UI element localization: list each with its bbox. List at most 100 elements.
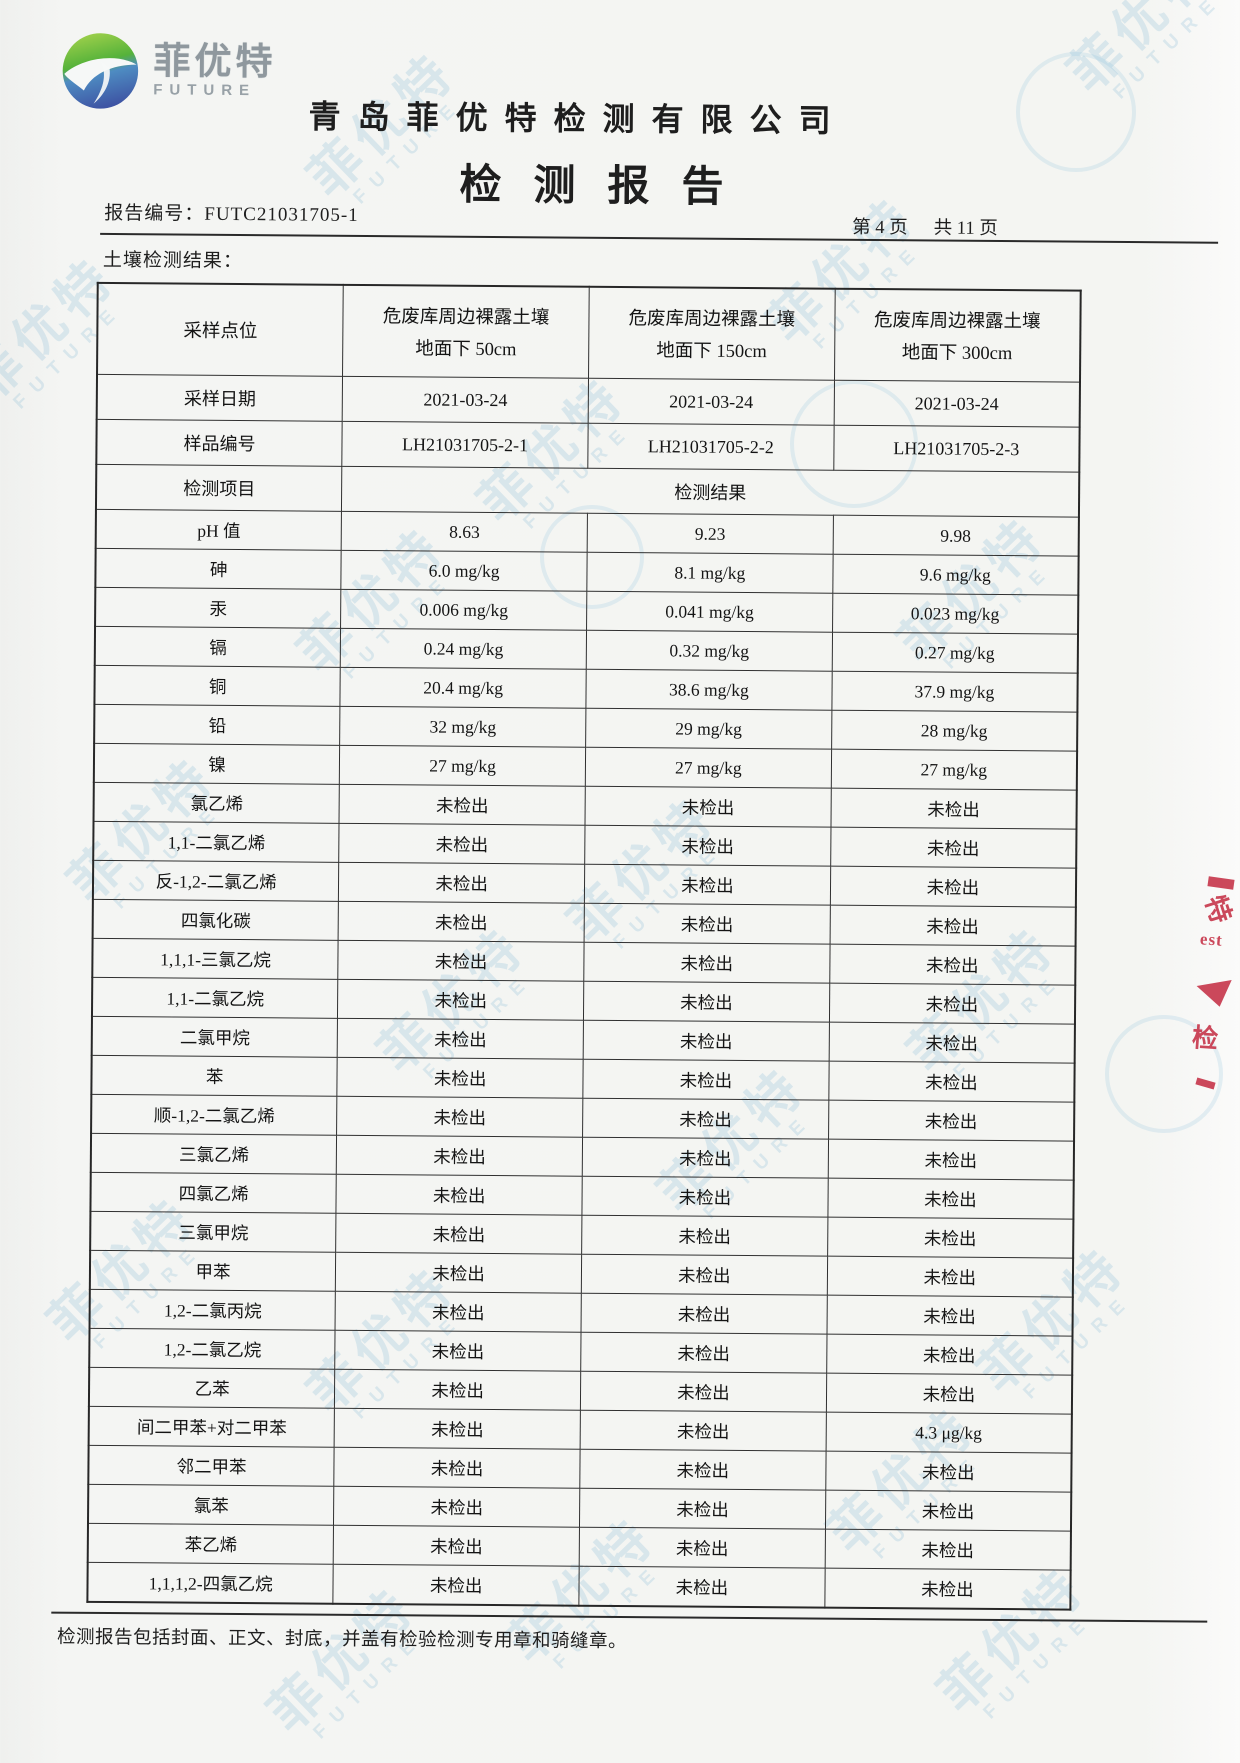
header-site-label: 采样点位 — [97, 282, 344, 377]
seam-stamp-fragment: 特 — [1199, 891, 1237, 927]
result-value-cell: 未检出 — [584, 903, 831, 945]
date-cell: 2021-03-24 — [342, 376, 589, 424]
seam-stamp-fragment — [1195, 1077, 1216, 1090]
result-value-cell: 未检出 — [582, 1059, 829, 1101]
date-cell: 2021-03-24 — [833, 380, 1080, 428]
item-name-cell: 顺-1,2-二氯乙烯 — [91, 1094, 338, 1136]
result-value-cell: 未检出 — [337, 1057, 584, 1099]
result-value-cell: 未检出 — [583, 942, 830, 984]
page-current: 第 4 页 — [852, 217, 908, 239]
site-cell: 危废库周边裸露土壤 地面下 150cm — [588, 286, 835, 381]
result-value-cell: 未检出 — [830, 866, 1077, 908]
item-name-cell: pH 值 — [95, 509, 342, 551]
result-value-cell: 0.32 mg/kg — [586, 630, 833, 672]
result-value-cell: 0.023 mg/kg — [832, 593, 1079, 635]
table-row-site: 采样点位 危废库周边裸露土壤 地面下 50cm 危废库周边裸露土壤 地面下 150c… — [97, 282, 1081, 383]
result-value-cell: 未检出 — [581, 1254, 828, 1296]
item-name-cell: 1,1-二氯乙烷 — [91, 977, 339, 1019]
result-value-cell: 未检出 — [337, 979, 584, 1021]
result-value-cell: 未检出 — [580, 1332, 827, 1374]
header-sample-id-label: 样品编号 — [96, 419, 343, 467]
result-value-cell: 29 mg/kg — [585, 708, 832, 750]
footer-note: 检测报告包括封面、正文、封底，并盖有检验检测专用章和骑缝章。 — [57, 1627, 628, 1653]
sample-id-cell: LH21031705-2-2 — [587, 423, 834, 471]
result-value-cell: 9.23 — [587, 513, 834, 555]
header-result-label: 检测结果 — [341, 466, 1080, 518]
item-name-cell: 镉 — [94, 626, 341, 668]
result-value-cell: 未检出 — [334, 1330, 582, 1372]
item-name-cell: 1,2-二氯乙烷 — [89, 1328, 336, 1370]
report-number-value: FUTC21031705-1 — [204, 203, 359, 226]
date-cell: 2021-03-24 — [588, 378, 835, 426]
item-name-cell: 三氯甲烷 — [90, 1211, 337, 1253]
result-value-cell: 8.63 — [341, 511, 588, 553]
result-value-cell: 未检出 — [580, 1410, 827, 1452]
item-name-cell: 氯苯 — [87, 1484, 335, 1526]
item-name-cell: 铅 — [94, 704, 341, 746]
result-value-cell: 未检出 — [582, 1137, 829, 1179]
result-value-cell: 37.9 mg/kg — [831, 671, 1078, 713]
report-number-label: 报告编号： — [104, 202, 205, 225]
result-value-cell: 27 mg/kg — [831, 749, 1078, 791]
result-value-cell: 未检出 — [334, 1369, 581, 1411]
result-value-cell: 未检出 — [827, 1178, 1074, 1220]
result-value-cell: 9.6 mg/kg — [832, 554, 1079, 596]
item-name-cell: 四氯乙烯 — [90, 1172, 337, 1214]
table-row-result-header: 检测项目 检测结果 — [95, 464, 1080, 518]
result-value-cell: 未检出 — [825, 1451, 1072, 1493]
result-value-cell: 未检出 — [829, 983, 1076, 1025]
result-value-cell: 未检出 — [335, 1291, 582, 1333]
seam-stamp-fragment: est — [1199, 929, 1224, 950]
result-value-cell: 未检出 — [338, 901, 585, 943]
result-value-cell: 未检出 — [338, 940, 585, 982]
result-value-cell: 未检出 — [826, 1334, 1073, 1376]
item-name-cell: 镍 — [93, 743, 340, 785]
logo-text: 菲优特 FUTURE — [153, 30, 277, 99]
item-name-cell: 乙苯 — [88, 1367, 335, 1409]
header-item-label: 检测项目 — [95, 464, 343, 512]
result-value-cell: 未检出 — [826, 1373, 1073, 1415]
result-value-cell: 未检出 — [581, 1293, 828, 1335]
result-value-cell: 未检出 — [338, 862, 585, 904]
result-value-cell: 未检出 — [583, 981, 830, 1023]
item-name-cell: 砷 — [95, 548, 342, 590]
result-value-cell: 未检出 — [584, 825, 831, 867]
table-row-sample-id: 样品编号 LH21031705-2-1 LH21031705-2-2 LH210… — [96, 419, 1080, 473]
result-value-cell: 未检出 — [334, 1447, 581, 1489]
result-value-cell: 未检出 — [581, 1215, 828, 1257]
result-value-cell: 未检出 — [828, 1100, 1075, 1142]
result-value-cell: 38.6 mg/kg — [585, 669, 832, 711]
result-value-cell: 0.24 mg/kg — [340, 628, 587, 670]
table-row: 1,1,1,2-四氯乙烷 未检出 未检出 未检出 — [87, 1562, 1071, 1610]
result-value-cell: 未检出 — [579, 1488, 826, 1530]
result-value-cell: 未检出 — [339, 784, 586, 826]
result-value-cell: 未检出 — [582, 1098, 829, 1140]
item-name-cell: 氯乙烯 — [93, 782, 340, 824]
item-name-cell: 1,1,1-三氯乙烷 — [92, 938, 339, 980]
result-value-cell: 0.006 mg/kg — [340, 589, 587, 631]
result-value-cell: 4.3 μg/kg — [825, 1412, 1072, 1454]
result-value-cell: 未检出 — [827, 1256, 1074, 1298]
item-name-cell: 间二甲苯+对二甲苯 — [88, 1406, 335, 1448]
item-name-cell: 甲苯 — [89, 1250, 336, 1292]
result-value-cell: 未检出 — [581, 1176, 828, 1218]
results-tbody: 采样点位 危废库周边裸露土壤 地面下 50cm 危废库周边裸露土壤 地面下 150c… — [87, 282, 1081, 1610]
footer-divider — [51, 1611, 1208, 1623]
item-name-cell: 反-1,2-二氯乙烯 — [92, 860, 339, 902]
result-value-cell: 未检出 — [583, 1020, 830, 1062]
result-value-cell: 未检出 — [824, 1568, 1071, 1610]
result-value-cell: 未检出 — [828, 1061, 1075, 1103]
result-value-cell: 未检出 — [830, 827, 1077, 869]
result-value-cell: 未检出 — [578, 1566, 825, 1608]
seam-stamp-fragment — [1196, 965, 1239, 1007]
logo-brand-cn: 菲优特 — [153, 40, 277, 83]
result-value-cell: 9.98 — [832, 515, 1079, 557]
result-value-cell: 未检出 — [829, 905, 1076, 947]
result-value-cell: 未检出 — [333, 1486, 580, 1528]
result-value-cell: 未检出 — [335, 1213, 582, 1255]
header-divider — [100, 232, 1219, 244]
page-indicator: 第 4 页 共 11 页 — [852, 213, 1024, 240]
site-cell: 危废库周边裸露土壤 地面下 300cm — [834, 288, 1081, 383]
result-value-cell: 28 mg/kg — [831, 710, 1078, 752]
item-name-cell: 苯乙烯 — [87, 1523, 334, 1565]
